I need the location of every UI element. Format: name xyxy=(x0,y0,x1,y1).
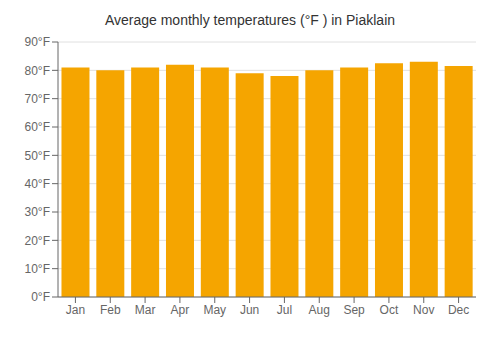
svg-text:70°F: 70°F xyxy=(25,92,50,106)
svg-text:Apr: Apr xyxy=(171,303,190,317)
svg-text:Oct: Oct xyxy=(380,303,399,317)
svg-text:Jun: Jun xyxy=(240,303,259,317)
svg-text:Jan: Jan xyxy=(66,303,85,317)
svg-text:60°F: 60°F xyxy=(25,120,50,134)
svg-text:50°F: 50°F xyxy=(25,149,50,163)
svg-text:10°F: 10°F xyxy=(25,262,50,276)
svg-text:May: May xyxy=(203,303,226,317)
svg-text:0°F: 0°F xyxy=(31,290,50,304)
svg-text:Nov: Nov xyxy=(413,303,434,317)
svg-text:Dec: Dec xyxy=(448,303,469,317)
svg-text:Sep: Sep xyxy=(343,303,365,317)
svg-text:Mar: Mar xyxy=(135,303,156,317)
svg-text:Aug: Aug xyxy=(309,303,330,317)
svg-text:Jul: Jul xyxy=(277,303,292,317)
svg-text:80°F: 80°F xyxy=(25,64,50,78)
html-text:Average monthly temperatures (: Average monthly temperatures (°F ) in Pi… xyxy=(104,12,396,28)
svg-text:90°F: 90°F xyxy=(25,35,50,49)
svg-text:40°F: 40°F xyxy=(25,177,50,191)
svg-text:20°F: 20°F xyxy=(25,234,50,248)
svg-text:30°F: 30°F xyxy=(25,205,50,219)
svg-text:Feb: Feb xyxy=(100,303,121,317)
